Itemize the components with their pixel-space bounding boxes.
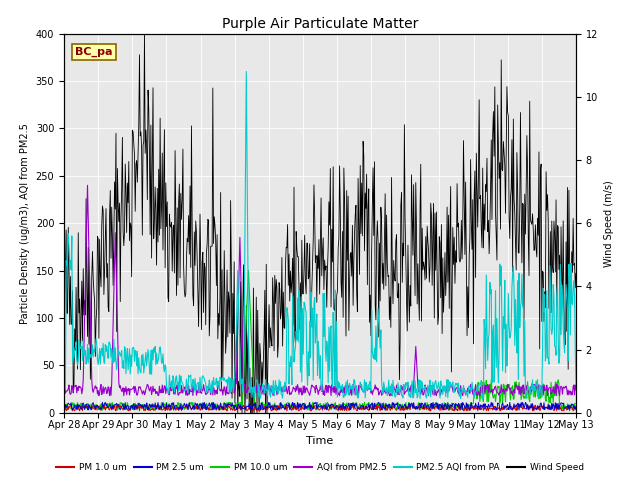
Title: Purple Air Particulate Matter: Purple Air Particulate Matter [222, 17, 418, 31]
Legend: PM 1.0 um, PM 2.5 um, PM 10.0 um, AQI from PM2.5, PM2.5 AQI from PA, Wind Speed: PM 1.0 um, PM 2.5 um, PM 10.0 um, AQI fr… [52, 459, 588, 476]
Text: BC_pa: BC_pa [76, 47, 113, 57]
Y-axis label: Wind Speed (m/s): Wind Speed (m/s) [604, 180, 614, 266]
X-axis label: Time: Time [307, 436, 333, 446]
Y-axis label: Particle Density (ug/m3), AQI from PM2.5: Particle Density (ug/m3), AQI from PM2.5 [20, 123, 30, 324]
